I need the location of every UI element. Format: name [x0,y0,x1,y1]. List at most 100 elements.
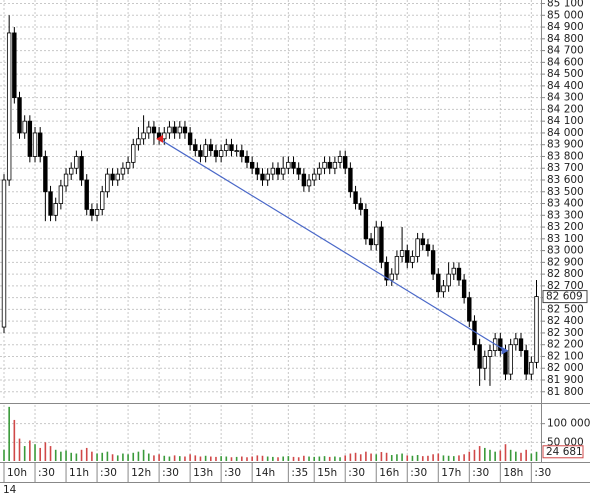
volume-bar [106,451,109,461]
volume-bar [96,453,98,461]
candle-body [322,161,327,169]
candle-body [151,126,157,134]
candle-body [22,120,27,134]
volume-bar [349,453,352,461]
volume-bar [8,406,10,461]
volume-bar [282,456,284,461]
volume-bar [452,456,455,461]
volume-bar [178,456,181,461]
volume-bar [256,455,259,461]
candle-body [327,161,332,169]
volume-bar [313,456,315,461]
candle-body [461,279,467,299]
volume-bar [396,454,398,461]
y-tick-label: 84 900 [547,21,584,33]
volume-bar [365,451,367,461]
volume-bar [525,449,527,461]
volume-bar [29,440,31,461]
volume-bar [225,456,228,461]
volume-bar [297,457,300,461]
y-tick-label: 83 700 [547,162,584,174]
volume-bar [153,455,155,461]
x-tick-label: :30 [410,467,427,479]
candle-body [529,361,534,375]
candle-body [224,144,229,151]
volume-bar [339,457,341,461]
candle-body [332,161,338,169]
volume-bar [13,419,16,461]
volume-bar [210,456,212,461]
volume-bar [241,456,243,461]
candle-body [358,203,363,210]
volume-bar [473,449,476,461]
candle-body [203,144,208,157]
volume-bar [168,456,171,461]
candle-body [280,167,286,175]
candle-body [6,32,12,181]
candle-body [487,350,493,357]
candle-body [146,126,151,134]
volume-bar [70,452,73,461]
volume-bar [515,451,517,461]
volume-bar [80,449,83,461]
candle-body [74,156,79,169]
candle-body [337,156,343,163]
candle-body [420,238,425,246]
candle-body [198,150,203,157]
x-tick-label: :30 [224,467,241,479]
x-tick-label: :30 [38,467,55,479]
candle-body [508,344,513,375]
candle-body [27,120,33,157]
y-tick-label: 83 000 [547,245,584,257]
candle-body [389,273,394,281]
trendline [158,138,506,352]
volume-bar [499,450,502,461]
volume-bar [54,449,57,461]
candle-body [141,132,146,140]
candle-body [79,156,84,181]
volume-bar [122,453,124,461]
candle-body [451,267,456,275]
volume-bar [65,450,67,461]
y-tick-label: 83 900 [547,139,584,151]
candle-body [17,97,22,134]
volume-bar [142,449,145,461]
candle-body [374,226,379,246]
candle-body [405,250,410,263]
volume-bar [199,456,202,461]
volume-bar [85,447,88,461]
volume-bar [184,456,186,461]
volume-bar [468,451,471,461]
volume-bar [328,456,331,461]
candle-body [63,173,69,187]
candle-body [270,167,276,175]
candle-body [399,250,405,257]
y-tick-label: 82 800 [547,268,584,280]
y-tick-label: 81 800 [547,386,584,398]
candle-body [84,179,89,210]
y-tick-label: 84 800 [547,33,584,45]
candle-body [363,209,369,240]
candle-body [37,132,43,157]
y-tick-label: 84 100 [547,115,584,127]
volume-bar [39,447,41,461]
y-tick-label: 84 200 [547,103,584,115]
y-tick-label: 82 700 [547,280,584,292]
volume-bar [530,453,533,461]
candle-body [534,296,539,363]
x-tick-label: :30 [100,467,117,479]
volume-bar [287,456,290,461]
volume-bar [535,451,538,461]
candle-body [255,167,260,175]
y-tick-label: 82 100 [547,350,584,362]
candle-body [167,126,172,134]
volume-bar [334,456,336,461]
candle-body [482,356,488,369]
current-price-label: 82 609 [546,291,583,303]
volume-bar [272,456,274,461]
candle-body [213,150,219,157]
x-tick-label: 14h [255,467,275,479]
volume-bar [230,457,233,461]
candle-body [182,126,188,134]
